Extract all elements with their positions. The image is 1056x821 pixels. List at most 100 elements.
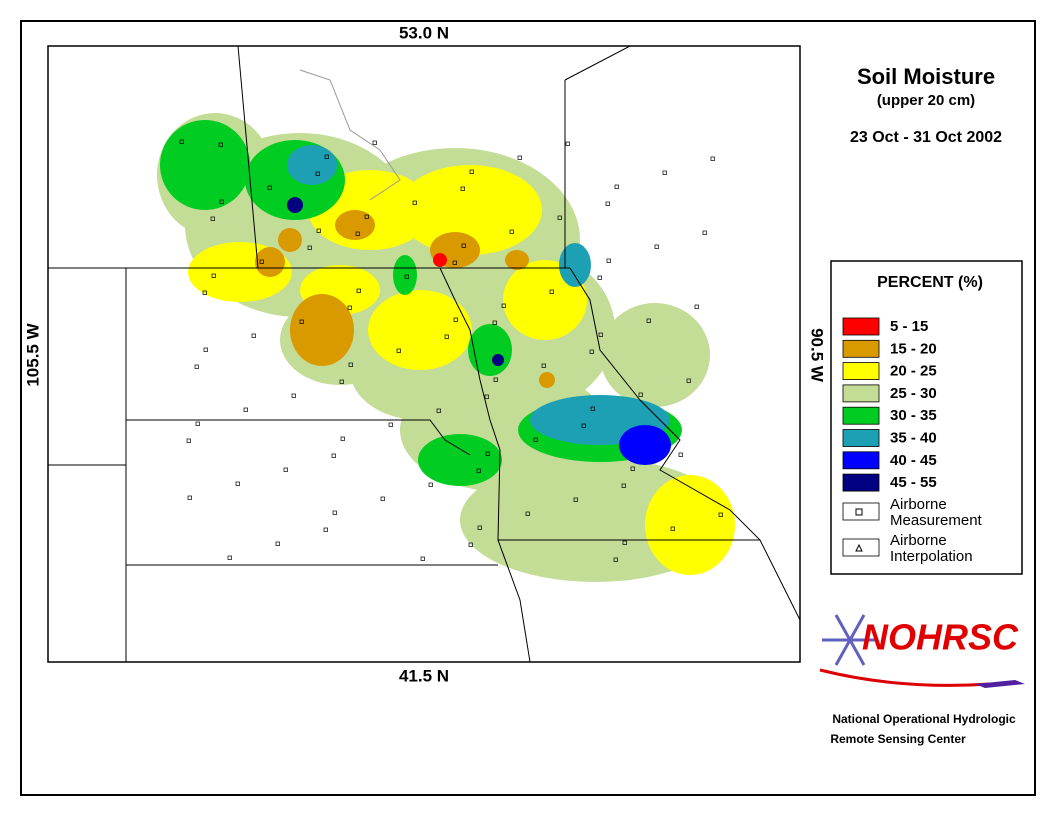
east-label: 90.5 W [808, 328, 827, 383]
measurement-site [702, 230, 707, 235]
measurement-site [646, 318, 651, 323]
measurement-site [541, 363, 546, 368]
measurement-site [678, 452, 683, 457]
legend-label: 40 - 45 [890, 452, 937, 469]
measurement-site [243, 407, 248, 412]
moisture-zone [160, 120, 250, 210]
symbol-label: Airborne [890, 532, 947, 549]
measurement-site [622, 540, 627, 545]
measurement-site [710, 156, 715, 161]
measurement-site [549, 289, 554, 294]
measurement-site [476, 468, 481, 473]
measurement-site [565, 141, 570, 146]
measurement-site [460, 186, 465, 191]
moisture-zone [433, 253, 447, 267]
measurement-site [291, 393, 296, 398]
measurement-site [630, 466, 635, 471]
measurement-site [299, 319, 304, 324]
measurement-site [597, 275, 602, 280]
measurement-site [331, 453, 336, 458]
measurement-site [186, 438, 191, 443]
logo-text: NOHRSC [862, 617, 1019, 658]
measurement-site [348, 362, 353, 367]
legend-swatch [842, 362, 880, 381]
measurement-site [275, 541, 280, 546]
measurement-site [461, 243, 466, 248]
legend-swatch [842, 406, 880, 425]
measurement-site [654, 244, 659, 249]
legend-label: 25 - 30 [890, 385, 937, 402]
measurement-site [614, 184, 619, 189]
symbol-box [842, 538, 880, 557]
moisture-zone [398, 165, 542, 255]
measurement-site [251, 333, 256, 338]
measurement-site [235, 481, 240, 486]
moisture-zone [278, 228, 302, 252]
measurement-site [493, 377, 498, 382]
date-range: 23 Oct - 31 Oct 2002 [850, 129, 1002, 146]
measurement-site [202, 290, 207, 295]
symbol-triangle [855, 543, 863, 552]
measurement-site [589, 349, 594, 354]
boundaries [48, 46, 800, 662]
measurement-site [388, 422, 393, 427]
measurement-site [670, 526, 675, 531]
measurement-site [484, 394, 489, 399]
measurement-site [573, 497, 578, 502]
symbol-label: Measurement [890, 512, 983, 529]
measurement-site [452, 260, 457, 265]
map-frame [47, 45, 801, 663]
legend-label: 5 - 15 [890, 318, 928, 335]
measurement-site [444, 334, 449, 339]
measurement-site [324, 154, 329, 159]
subtitle: (upper 20 cm) [877, 92, 975, 109]
measurement-site [590, 406, 595, 411]
south-label: 41.5 N [399, 666, 449, 685]
measurement-site [509, 229, 514, 234]
measurement-site [525, 511, 530, 516]
measurement-site [605, 201, 610, 206]
measurement-site [638, 392, 643, 397]
org-line: National Operational Hydrologic [832, 712, 1016, 726]
measurement-site [195, 421, 200, 426]
moisture-zone [290, 294, 354, 366]
measurement-site [340, 436, 345, 441]
west-label: 105.5 W [23, 322, 42, 386]
measurement-site [468, 542, 473, 547]
measurement-site [210, 216, 215, 221]
measurement-site [283, 467, 288, 472]
measurement-site [218, 142, 223, 147]
measurement-site [396, 348, 401, 353]
legend-title: PERCENT (%) [877, 274, 983, 291]
outer-frame [20, 20, 1036, 796]
moisture-field [157, 113, 735, 582]
moisture-zone [418, 434, 502, 486]
measurement-site [316, 228, 321, 233]
moisture-zone [505, 250, 529, 270]
title: Soil Moisture [857, 64, 995, 89]
legend-label: 15 - 20 [890, 340, 937, 357]
measurement-site [420, 556, 425, 561]
measurement-site [492, 320, 497, 325]
measurement-site [307, 245, 312, 250]
measurement-site [517, 155, 522, 160]
legend-swatch [842, 339, 880, 358]
measurement-site [364, 214, 369, 219]
legend-swatch [842, 473, 880, 492]
legend-swatch [842, 451, 880, 470]
measurement-site [323, 527, 328, 532]
moisture-zone [368, 290, 472, 370]
measurement-site [203, 347, 208, 352]
legend-label: 35 - 40 [890, 429, 937, 446]
measurement-site [662, 170, 667, 175]
measurement-site [187, 495, 192, 500]
measurement-site [598, 332, 603, 337]
measurement-site [219, 199, 224, 204]
legend-label: 30 - 35 [890, 407, 937, 424]
measurement-site [315, 171, 320, 176]
legend-swatch [842, 384, 880, 403]
measurement-site [621, 483, 626, 488]
moisture-zone [539, 372, 555, 388]
legend-swatch [842, 429, 880, 447]
measurement-site [428, 482, 433, 487]
